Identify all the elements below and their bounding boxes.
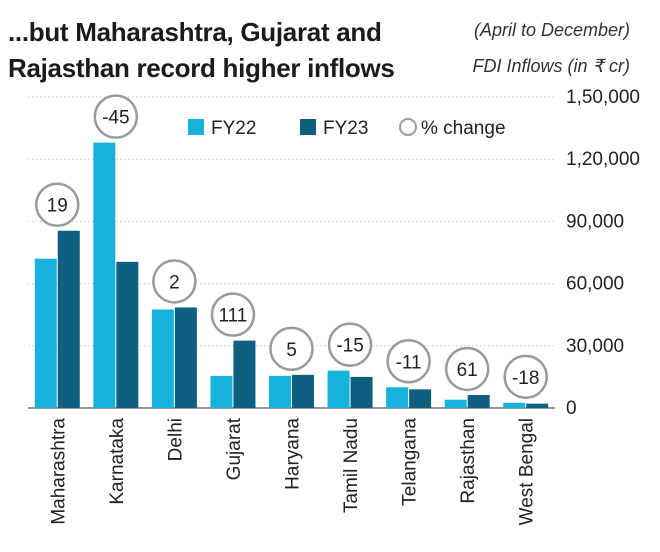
pct-change-markers: 19 -45 2 111 5 -15 -11 61 -18 [35, 94, 548, 400]
pct-change-label: -45 [102, 108, 129, 129]
legend-label-fy22: FY22 [211, 118, 256, 139]
bar-fy23 [467, 394, 490, 408]
bar-fy23 [116, 261, 139, 408]
x-category-label: Rajasthan [458, 418, 479, 504]
pct-change-circle [386, 339, 431, 384]
pct-change-circle [503, 354, 548, 400]
bar-fy23 [233, 340, 256, 408]
chart-title-line-1: ...but Maharashtra, Gujarat and [8, 17, 382, 47]
x-category-label: West Bengal [517, 418, 538, 525]
x-category-label: Maharashtra [48, 418, 69, 525]
x-category-label: Karnataka [107, 418, 128, 505]
legend-circle-icon [399, 118, 417, 136]
pct-change-circle [210, 292, 256, 337]
y-tick-label: 1,20,000 [566, 149, 640, 170]
pct-change-label: 2 [169, 272, 180, 293]
y-tick-label: 90,000 [566, 211, 624, 232]
pct-change-label: 111 [218, 306, 247, 327]
bar-fy22 [93, 142, 116, 408]
pct-change-label: 19 [47, 196, 68, 217]
x-category-label: Gujarat [224, 417, 245, 480]
chart-title-line-2: Rajasthan record higher inflows [8, 53, 395, 83]
legend-label-pct: % change [421, 118, 506, 139]
y-tick-label: 30,000 [566, 336, 624, 357]
bar-fy22 [34, 258, 57, 408]
x-category-label: Telangana [400, 418, 421, 506]
x-axis: Maharashtra Karnataka Delhi Gujarat Haryana T… [48, 417, 537, 525]
legend: FY22 FY23 % change [188, 118, 506, 139]
legend-swatch-fy22 [188, 119, 204, 135]
bar-fy23 [526, 403, 549, 408]
pct-change-circle [35, 182, 80, 227]
pct-change-label: 61 [457, 360, 478, 381]
pct-change-label: 5 [286, 340, 297, 361]
x-category-label: Haryana [283, 418, 304, 490]
bar-fy22 [327, 370, 350, 408]
y-tick-label: 1,50,000 [566, 87, 640, 108]
chart-title: ...but Maharashtra, Gujarat and Rajastha… [8, 14, 428, 86]
period-note: (April to December) [473, 20, 630, 40]
bar-fy22 [503, 402, 526, 408]
legend-swatch-fy23 [300, 119, 316, 135]
pct-change-circle [269, 326, 314, 372]
bar-fy22 [151, 309, 174, 408]
bar-fy22 [269, 375, 291, 408]
pct-change-circle [152, 259, 197, 304]
pct-change-circle [444, 346, 490, 392]
bar-fy23 [174, 307, 197, 408]
gridlines [28, 96, 555, 409]
units-note: FDI Inflows (in ₹ cr) [472, 56, 630, 76]
pct-change-label: -15 [336, 336, 363, 357]
bar-fy22 [444, 399, 467, 408]
pct-change-label: -18 [512, 368, 539, 389]
x-category-label: Delhi [165, 418, 186, 461]
pct-change-circle [327, 322, 373, 367]
bar-fy22 [386, 387, 409, 408]
bars [34, 142, 549, 408]
pct-change-label: -11 [396, 352, 422, 373]
legend-label-fy23: FY23 [323, 118, 368, 139]
bar-fy23 [409, 389, 432, 408]
bar-fy23 [292, 374, 314, 408]
y-tick-label: 0 [566, 398, 577, 419]
pct-change-circle [93, 94, 139, 139]
bar-fy23 [350, 376, 373, 408]
y-tick-label: 60,000 [566, 274, 624, 295]
bar-fy23 [57, 230, 80, 408]
bar-fy22 [210, 375, 233, 408]
y-axis: 0 30,000 60,000 90,000 1,20,000 1,50,000 [566, 87, 640, 419]
x-category-label: Tamil Nadu [341, 418, 362, 513]
